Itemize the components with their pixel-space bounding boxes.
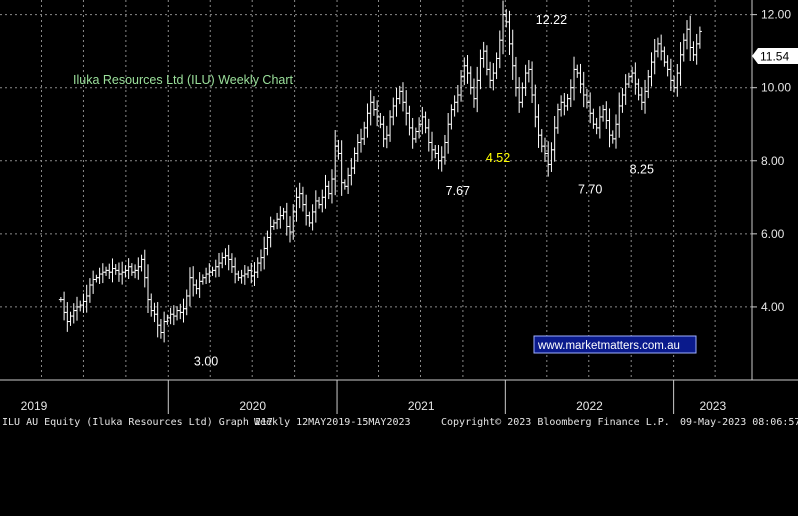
watermark-box: www.marketmatters.com.au [533, 335, 697, 354]
price-chart: 4.00 6.00 8.00 10.00 12.00 2019 2020 2021 2022 20… [0, 0, 798, 431]
last-price-value: 11.54 [760, 50, 789, 64]
x-tick-label: 2019 [21, 399, 48, 413]
x-tick-label: 2022 [576, 399, 603, 413]
price-annotation: 7.67 [446, 184, 470, 198]
price-annotation: 3.00 [194, 354, 218, 368]
price-annotation: 4.52 [486, 151, 510, 165]
price-annotation: 7.70 [578, 183, 602, 197]
footer-security: ILU AU Equity (Iluka Resources Ltd) Grap… [2, 417, 273, 428]
axes: 4.00 6.00 8.00 10.00 12.00 2019 2020 2021 2022 20… [0, 0, 798, 414]
price-annotation: 12.22 [536, 13, 567, 27]
chart-title: Iluka Resources Ltd (ILU) Weekly Chart [73, 73, 294, 87]
y-tick-label: 8.00 [761, 154, 785, 168]
x-tick-label: 2021 [408, 399, 435, 413]
footer-timestamp: 09-May-2023 08:06:57 [680, 417, 798, 428]
footer-range: Weekly 12MAY2019-15MAY2023 [254, 417, 411, 428]
price-annotation: 8.25 [630, 163, 654, 177]
last-price-badge: 11.54 [752, 48, 798, 64]
y-tick-label: 6.00 [761, 227, 785, 241]
footer-copyright: Copyright© 2023 Bloomberg Finance L.P. [441, 417, 670, 428]
y-tick-label: 12.00 [761, 8, 791, 22]
x-tick-label: 2023 [699, 399, 726, 413]
grid [0, 0, 752, 380]
chart-svg: 4.00 6.00 8.00 10.00 12.00 2019 2020 2021 2022 20… [0, 0, 798, 414]
y-tick-label: 4.00 [761, 300, 785, 314]
price-bar [697, 26, 702, 49]
footer-bar: ILU AU Equity (Iluka Resources Ltd) Grap… [0, 414, 798, 431]
price-bars [58, 0, 702, 343]
y-tick-label: 10.00 [761, 81, 791, 95]
watermark-text: www.marketmatters.com.au [537, 340, 680, 352]
x-tick-label: 2020 [239, 399, 266, 413]
annotations: 12.22 3.00 7.67 4.52 7.70 8.25 [194, 13, 654, 368]
